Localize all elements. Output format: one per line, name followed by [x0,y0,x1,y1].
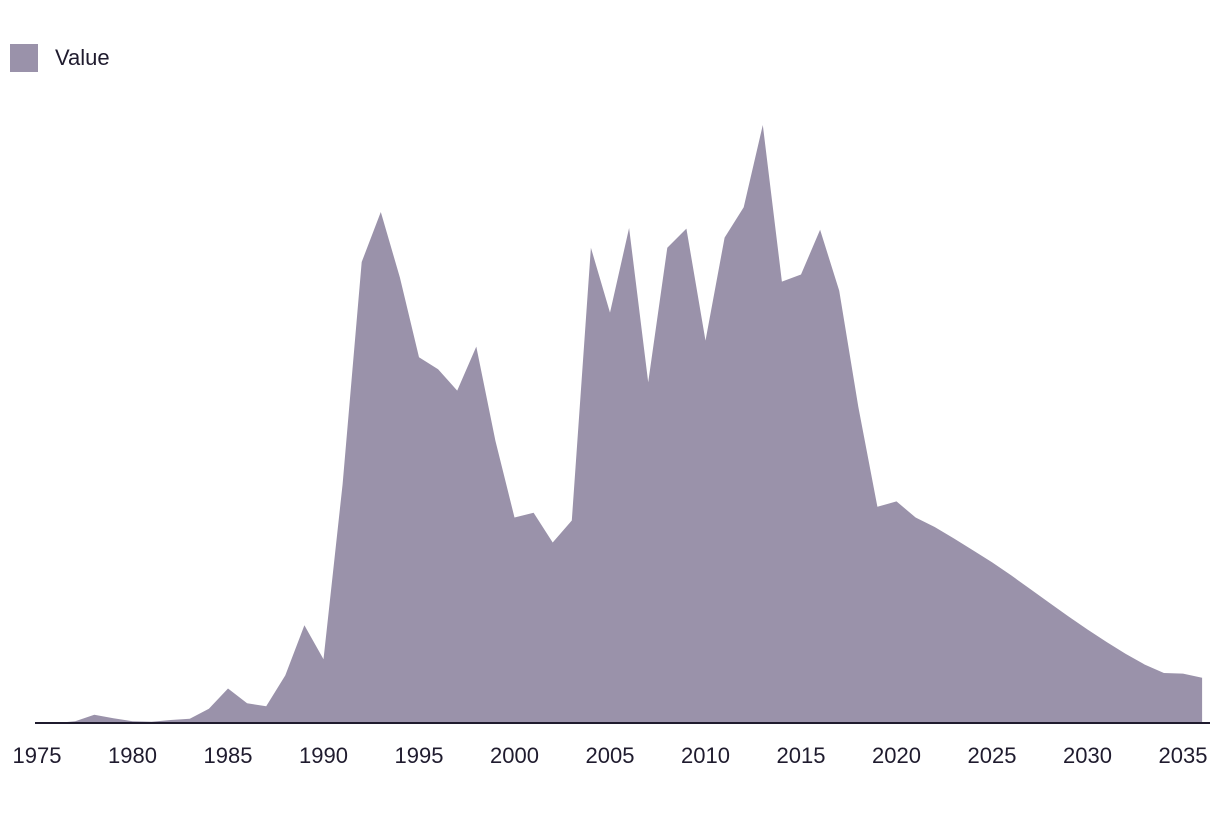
x-axis-ticks: 1975 1980 1985 1990 1995 2000 2005 2010 2015 2020… [13,743,1208,768]
x-tick-label: 1985 [204,743,253,768]
x-tick-label: 2015 [777,743,826,768]
x-tick-label: 1995 [395,743,444,768]
x-tick-label: 1980 [108,743,157,768]
x-tick-label: 1975 [13,743,62,768]
x-tick-label: 2010 [681,743,730,768]
x-tick-label: 2035 [1159,743,1208,768]
area-series-value [56,125,1203,723]
x-tick-label: 2000 [490,743,539,768]
x-tick-label: 2020 [872,743,921,768]
x-tick-label: 2030 [1063,743,1112,768]
legend-swatch [10,44,38,72]
x-tick-label: 1990 [299,743,348,768]
x-tick-label: 2005 [586,743,635,768]
x-tick-label: 2025 [968,743,1017,768]
legend-label: Value [55,45,110,70]
legend: Value [10,44,110,72]
area-layer [56,125,1203,723]
